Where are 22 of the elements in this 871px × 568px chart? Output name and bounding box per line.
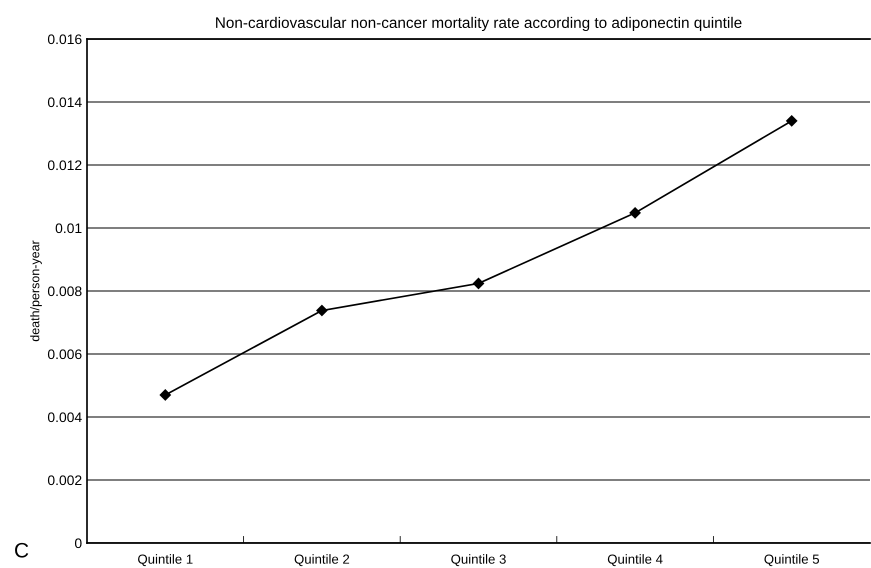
y-tick-label: 0.004 bbox=[48, 412, 82, 422]
chart-title: Non-cardiovascular non-cancer mortality rate according to adiponectin quintile bbox=[216, 16, 742, 32]
point bbox=[472, 278, 484, 290]
y-tick-label: 0.014 bbox=[48, 97, 82, 108]
y-tick-label: 0.012 bbox=[48, 160, 82, 170]
y-tick-label: 0 bbox=[74, 538, 82, 548]
y-tick-label: 0.01 bbox=[56, 223, 82, 234]
x-tick-label: Quintile 4 bbox=[608, 554, 663, 566]
x-tick-label: Quintile 2 bbox=[294, 554, 350, 566]
y-tick-label: 0.016 bbox=[48, 34, 82, 44]
y-tick-label: 0.002 bbox=[48, 475, 82, 486]
y-tick-label: 0.008 bbox=[48, 286, 82, 296]
point bbox=[160, 389, 171, 401]
x-tick-label: Quintile 3 bbox=[451, 554, 506, 566]
point bbox=[316, 304, 328, 316]
y-tick-label: 0.006 bbox=[48, 349, 82, 360]
text: C bbox=[15, 542, 28, 558]
y-axis-title: death/person-year bbox=[30, 240, 42, 342]
x-tick-label: Quintile 1 bbox=[138, 554, 193, 566]
point bbox=[629, 207, 641, 218]
x-tick-label: Quintile 5 bbox=[764, 554, 820, 566]
point bbox=[786, 115, 798, 127]
